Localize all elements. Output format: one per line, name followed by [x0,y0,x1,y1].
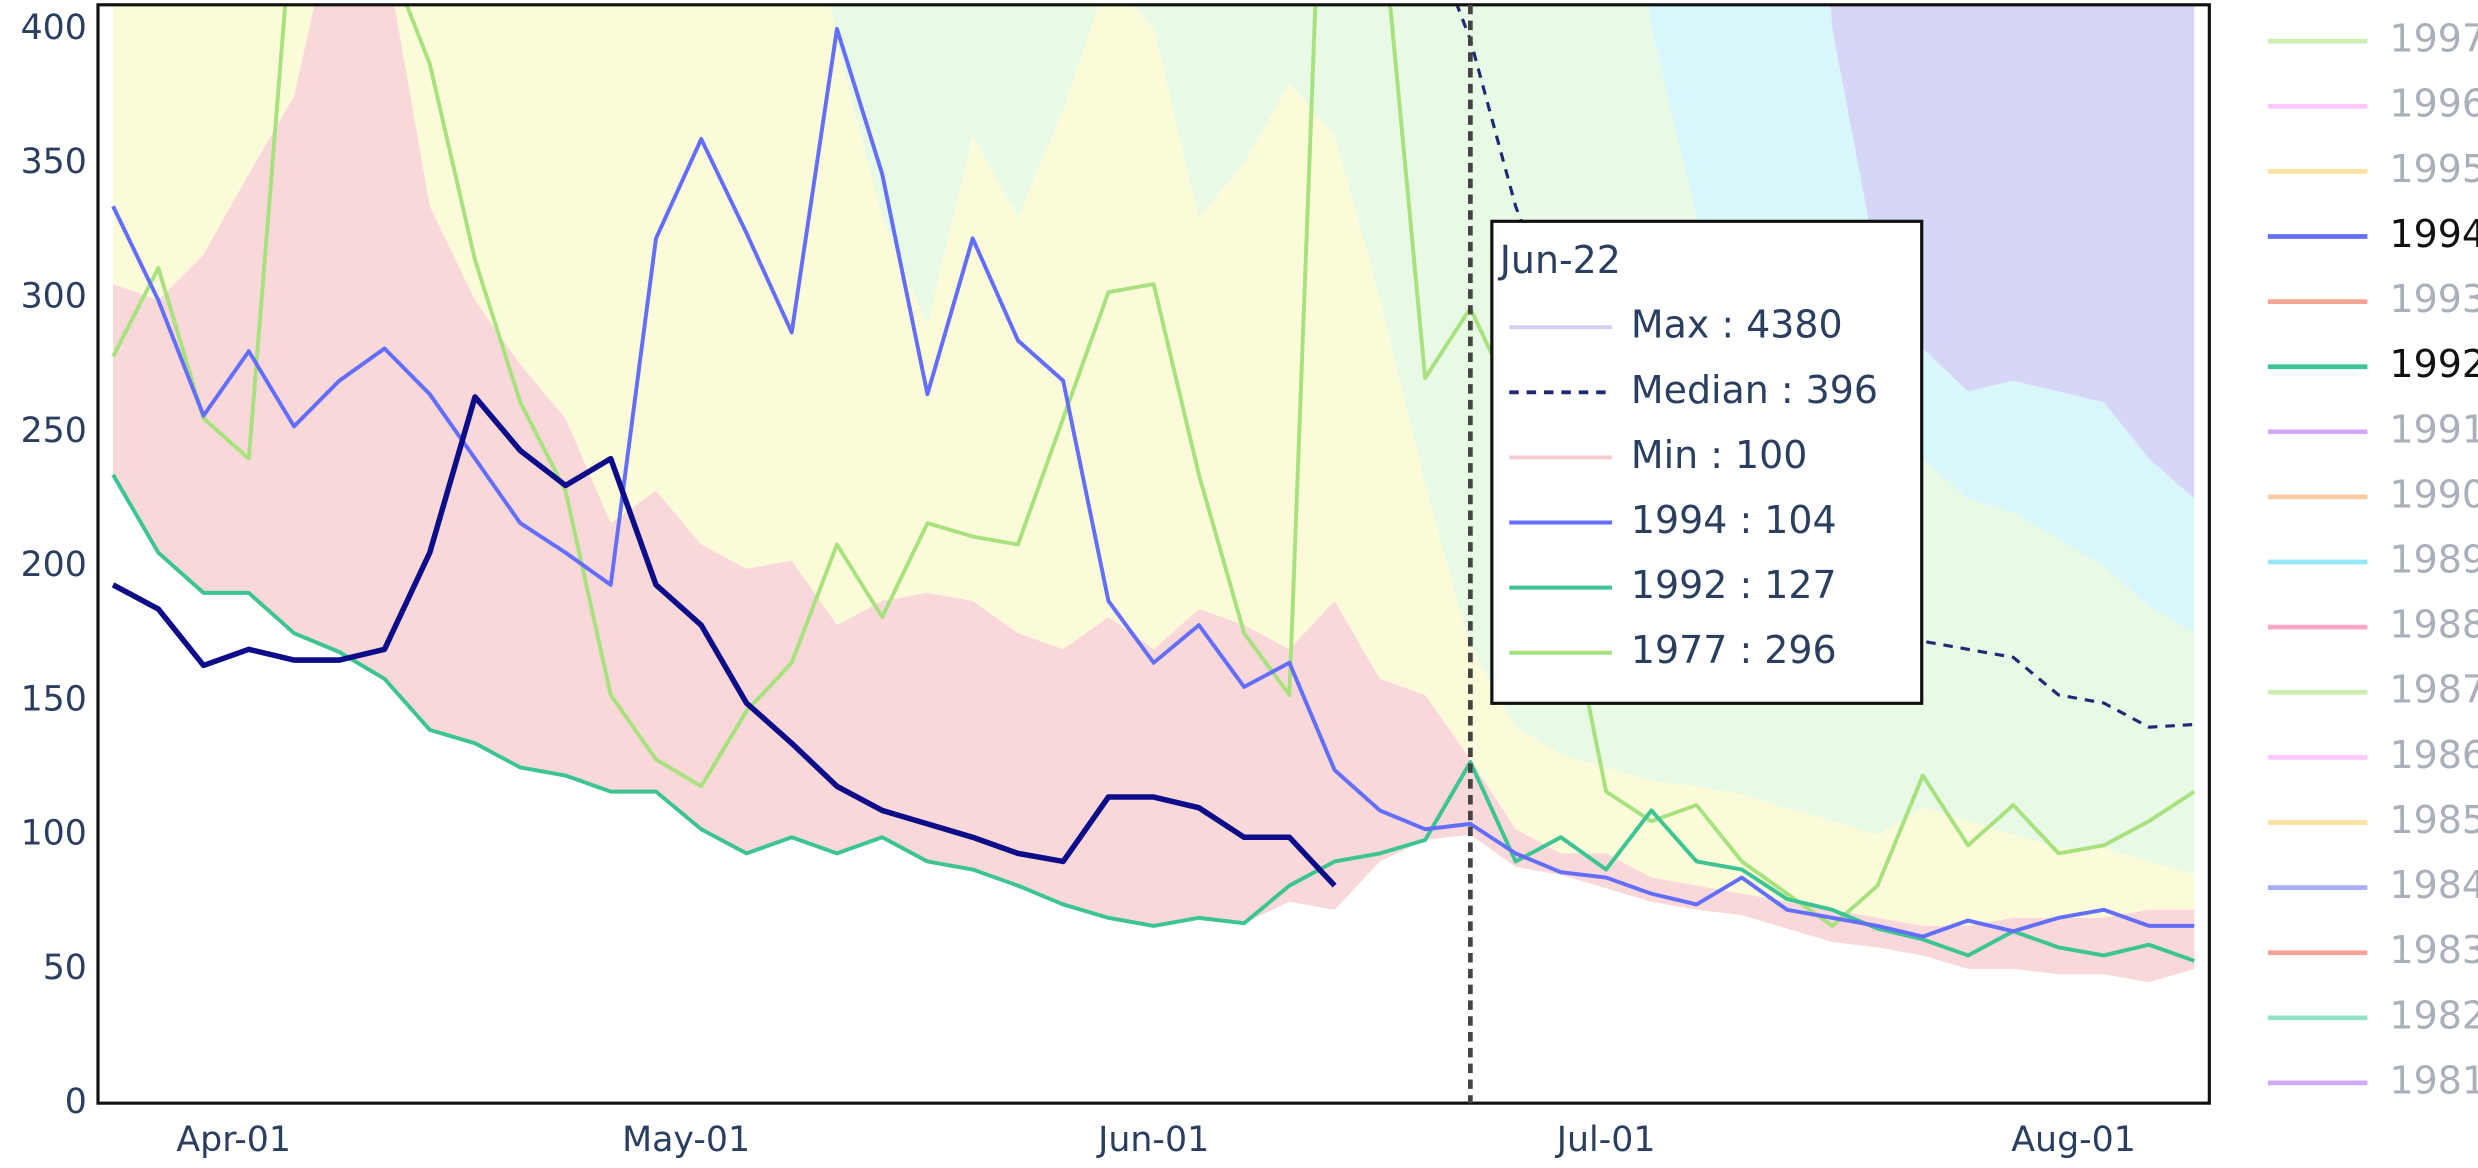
legend-label: 1989 [2389,538,2478,582]
x-tick-label: Apr-01 [176,1120,291,1160]
axes: 0 50 100 150 200 250 300 350 400 Apr-01 May-01 Jun-… [21,8,2136,1160]
x-tick-label: Jul-01 [1555,1120,1656,1160]
legend-label: 1994 [2389,212,2478,256]
legend-label: 1990 [2389,472,2478,516]
plot-border [96,3,2211,1105]
series-line [111,473,2195,963]
legend-label: 1992 [2389,342,2478,386]
legend-label: 1983 [2389,928,2478,972]
y-tick-label: 100 [21,814,87,854]
legend-label: 1981 [2389,1058,2478,1102]
tooltip-row: 1992 : 127 [1631,563,1837,607]
y-tick-label: 200 [21,545,87,585]
tooltip-box [1490,219,1924,705]
tooltip-row: 1994 : 104 [1631,498,1837,542]
legend-label: 1995 [2389,147,2478,191]
y-tick-label: 150 [21,679,87,719]
y-tick-label: 0 [65,1082,87,1122]
series-line [111,4,2196,928]
band-area [113,4,2195,983]
legend-label: 1984 [2389,863,2478,907]
series-line [111,26,2195,939]
band-area [1830,4,2195,499]
tooltip-row: 1977 : 296 [1631,628,1837,672]
legend-label: 1996 [2389,82,2478,126]
y-tick-label: 250 [21,411,87,451]
legend-label: 1991 [2389,407,2478,451]
legend-label: 1988 [2389,603,2478,647]
legend-label: 1985 [2389,798,2478,842]
legend-label: 1986 [2389,733,2478,777]
tooltip-row: Min : 100 [1631,433,1807,477]
series-line [111,394,1337,888]
y-tick-label: 350 [21,142,87,182]
x-tick-label: Aug-01 [2011,1120,2136,1160]
y-tick-label: 400 [21,8,87,48]
band-area [113,4,2195,926]
x-tick-label: May-01 [622,1120,750,1160]
x-tick-label: Jun-01 [1096,1120,1209,1160]
legend-label: 1987 [2389,668,2478,712]
tooltip-title: Jun-22 [1498,238,1621,282]
tooltip-row: Median : 396 [1631,368,1878,412]
band-area [1648,4,2195,634]
tooltip-row: Max : 4380 [1631,303,1843,347]
legend-label: 1993 [2389,277,2478,321]
legend-label: 1982 [2389,993,2478,1037]
legend-label: 1997 [2389,17,2478,61]
y-tick-label: 300 [21,277,87,317]
y-tick-label: 50 [43,948,87,988]
